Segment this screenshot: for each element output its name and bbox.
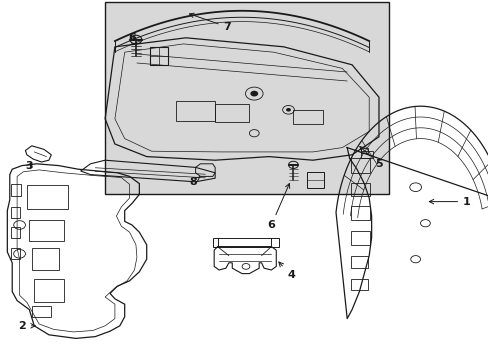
Bar [350,183,369,196]
Bar [360,151,372,158]
Bar [176,101,215,121]
Text: 6: 6 [267,184,289,230]
Bar [34,279,63,302]
Text: 1: 1 [428,197,470,207]
Circle shape [250,91,258,96]
Text: 2: 2 [18,321,35,331]
Text: 8: 8 [189,177,200,187]
Bar [350,206,369,220]
Bar [350,158,369,173]
Bar [32,306,51,317]
Bar [212,238,278,247]
Bar [215,104,249,122]
Bar [150,47,167,65]
Text: 3: 3 [25,161,33,171]
Bar [11,207,20,218]
Bar [27,185,68,209]
Text: 5: 5 [359,147,382,169]
Bar [350,256,367,268]
Bar [32,248,59,270]
Bar [11,184,20,196]
Text: 7: 7 [189,13,231,32]
Bar [350,279,367,290]
Bar [29,220,63,241]
Bar [306,172,324,188]
Circle shape [285,108,290,112]
Bar [11,227,20,238]
Bar [360,148,367,153]
Bar [11,248,20,259]
Bar [293,110,322,124]
Bar [350,231,369,245]
Text: 4: 4 [278,262,294,280]
FancyBboxPatch shape [105,2,388,194]
Text: 6: 6 [128,33,136,43]
